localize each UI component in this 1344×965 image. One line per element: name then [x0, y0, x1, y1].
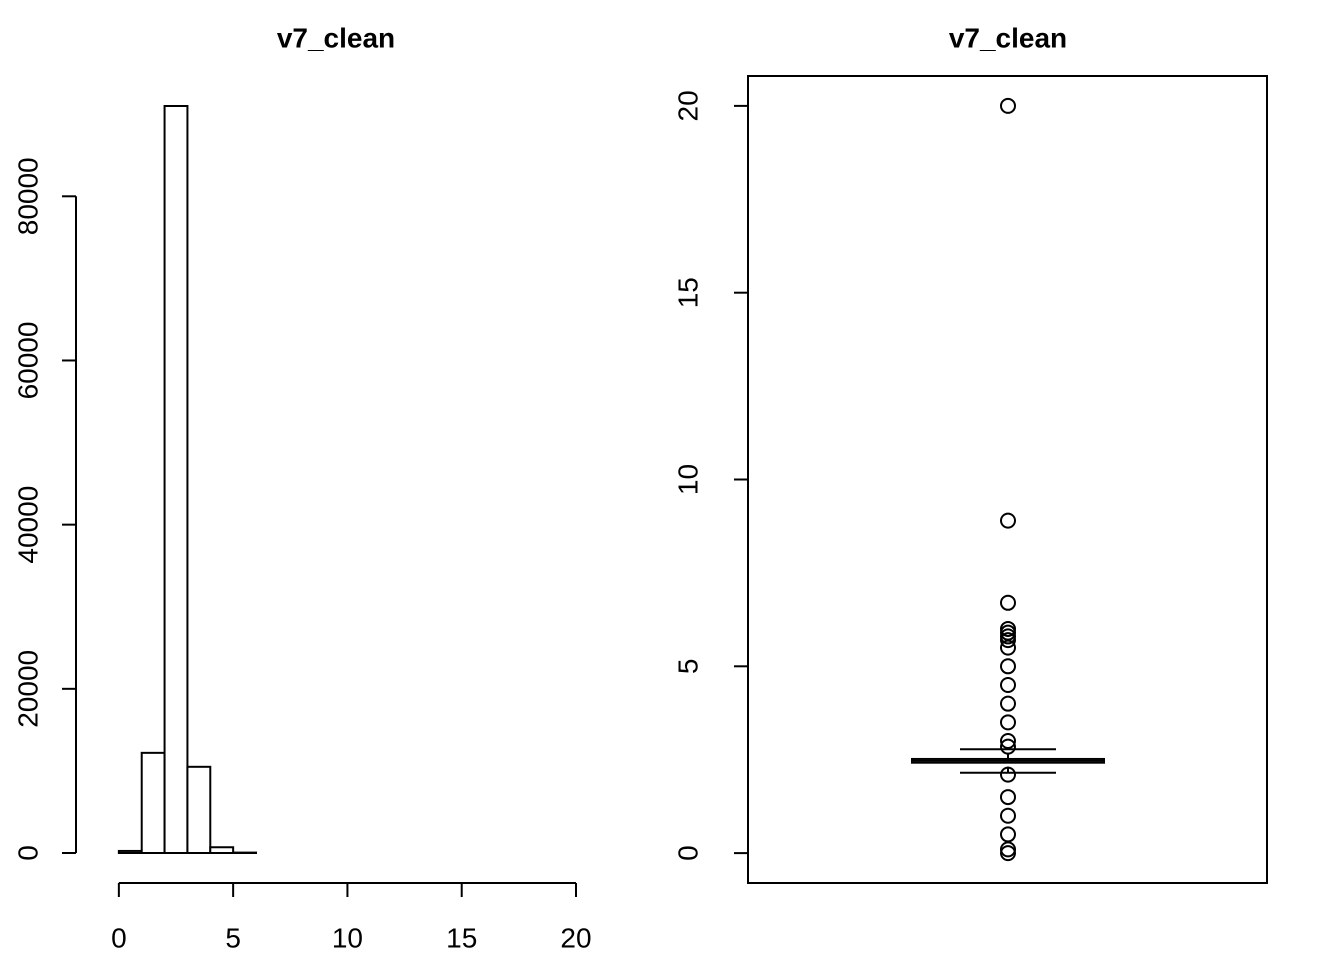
outlier — [1001, 697, 1015, 711]
x-tick-label: 5 — [225, 922, 241, 953]
y-tick-label: 5 — [672, 659, 703, 675]
y-tick-label: 60000 — [12, 322, 43, 400]
bar — [119, 851, 142, 853]
outlier — [1001, 827, 1015, 841]
outlier — [1001, 99, 1015, 113]
y-tick-label: 20000 — [12, 650, 43, 728]
y-tick-label: 0 — [12, 845, 43, 861]
bar — [142, 753, 165, 853]
x-tick-label: 10 — [332, 922, 363, 953]
bar — [165, 106, 188, 853]
outlier — [1001, 715, 1015, 729]
outlier — [1001, 790, 1015, 804]
x-tick-label: 20 — [560, 922, 591, 953]
chart-title: v7_clean — [949, 22, 1067, 53]
outlier — [1001, 659, 1015, 673]
outlier — [1001, 596, 1015, 610]
x-tick-label: 15 — [446, 922, 477, 953]
y-tick-label: 20 — [672, 90, 703, 121]
x-tick-label: 0 — [111, 922, 127, 953]
bar — [187, 767, 210, 853]
y-tick-label: 15 — [672, 277, 703, 308]
outlier — [1001, 514, 1015, 528]
bar — [210, 847, 233, 853]
y-tick-label: 80000 — [12, 157, 43, 235]
outlier — [1001, 678, 1015, 692]
chart-title: v7_clean — [277, 22, 395, 53]
y-tick-label: 0 — [672, 845, 703, 861]
y-tick-label: 10 — [672, 464, 703, 495]
outlier — [1001, 809, 1015, 823]
y-tick-label: 40000 — [12, 486, 43, 564]
